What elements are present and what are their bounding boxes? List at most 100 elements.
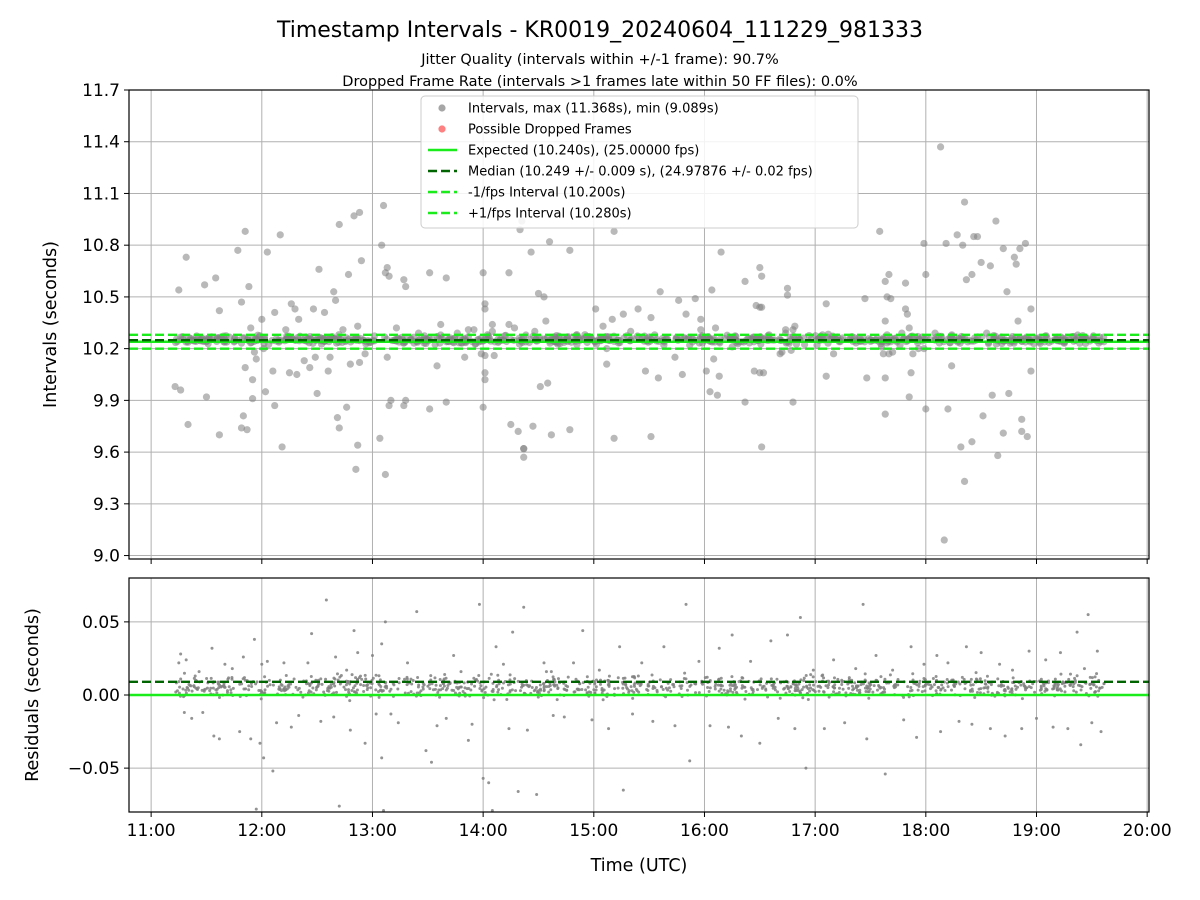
interval-point: [507, 727, 511, 731]
interval-point: [429, 674, 433, 678]
interval-point: [934, 689, 938, 693]
interval-point: [923, 689, 927, 693]
interval-point: [1024, 686, 1028, 690]
interval-point: [836, 677, 840, 681]
interval-point: [806, 697, 810, 701]
interval-point: [590, 718, 594, 722]
interval-point: [641, 367, 650, 375]
interval-point: [840, 682, 844, 686]
interval-point: [332, 691, 336, 695]
interval-point: [555, 698, 559, 702]
interval-point: [952, 685, 956, 689]
interval-point: [260, 690, 264, 694]
interval-point: [263, 675, 267, 679]
interval-point: [1034, 716, 1038, 720]
interval-point: [1074, 690, 1078, 694]
interval-point: [888, 673, 892, 677]
interval-point: [459, 685, 463, 689]
interval-point: [988, 727, 992, 731]
interval-point: [514, 427, 522, 436]
legend-label: Median (10.249 +/- 0.009 s), (24.97876 +…: [468, 165, 813, 180]
interval-point: [908, 689, 912, 693]
interval-point: [793, 727, 797, 731]
interval-point: [354, 676, 358, 680]
interval-point: [858, 691, 862, 695]
interval-point: [999, 429, 1007, 437]
interval-point: [533, 688, 537, 692]
interval-point: [174, 690, 178, 694]
interval-point: [547, 690, 551, 694]
interval-point: [482, 696, 486, 700]
interval-point: [258, 741, 262, 745]
interval-point: [329, 683, 333, 687]
interval-point: [621, 686, 625, 690]
interval-point: [1023, 432, 1031, 441]
interval-point: [481, 351, 489, 360]
interval-point: [843, 721, 847, 725]
interval-point: [881, 374, 889, 382]
interval-point: [241, 364, 249, 372]
interval-point: [603, 360, 611, 368]
interval-point: [907, 369, 915, 377]
interval-point: [1089, 686, 1093, 690]
interval-point: [973, 232, 982, 241]
interval-point: [488, 327, 496, 335]
interval-point: [241, 655, 245, 659]
interval-point: [1071, 685, 1075, 689]
interval-point: [266, 684, 270, 688]
interval-point: [255, 680, 259, 684]
interval-point: [374, 673, 378, 677]
interval-point: [211, 686, 215, 690]
interval-point: [182, 671, 186, 675]
interval-point: [315, 685, 319, 689]
interval-point: [625, 686, 629, 690]
interval-point: [438, 695, 442, 699]
interval-point: [306, 691, 310, 695]
interval-point: [480, 688, 484, 692]
interval-point: [496, 690, 500, 694]
y-tick-label: 11.1: [82, 184, 120, 204]
interval-point: [501, 681, 505, 685]
interval-point: [405, 677, 409, 681]
interval-point: [940, 683, 944, 687]
interval-point: [424, 749, 428, 753]
interval-point: [758, 272, 766, 280]
x-tick-label: 12:00: [237, 821, 286, 841]
interval-point: [353, 690, 357, 694]
interval-point: [230, 667, 234, 671]
interval-point: [809, 673, 813, 677]
interval-point: [743, 685, 747, 689]
interval-point: [553, 680, 557, 684]
interval-point: [788, 690, 792, 694]
interval-point: [221, 684, 225, 688]
interval-point: [339, 326, 347, 334]
interval-point: [1055, 688, 1059, 692]
interval-point: [672, 682, 676, 686]
interval-point: [333, 684, 337, 688]
interval-point: [785, 633, 789, 637]
interval-point: [776, 716, 780, 720]
interval-point: [669, 689, 673, 693]
interval-point: [473, 684, 477, 688]
interval-point: [528, 684, 532, 688]
interval-point: [918, 679, 922, 683]
interval-point: [1003, 688, 1007, 692]
interval-point: [239, 412, 247, 420]
interval-point: [238, 682, 242, 686]
interval-point: [562, 687, 566, 691]
interval-point: [658, 678, 662, 682]
interval-point: [585, 691, 589, 695]
interval-point: [1020, 697, 1024, 701]
interval-point: [751, 687, 755, 691]
interval-point: [514, 689, 518, 693]
interval-point: [684, 677, 688, 681]
interval-point: [974, 677, 978, 681]
interval-point: [330, 288, 338, 296]
interval-point: [464, 326, 472, 334]
interval-point: [1073, 676, 1077, 680]
interval-point: [177, 680, 181, 684]
interval-point: [789, 398, 797, 406]
interval-point: [957, 719, 961, 723]
interval-point: [988, 391, 996, 399]
